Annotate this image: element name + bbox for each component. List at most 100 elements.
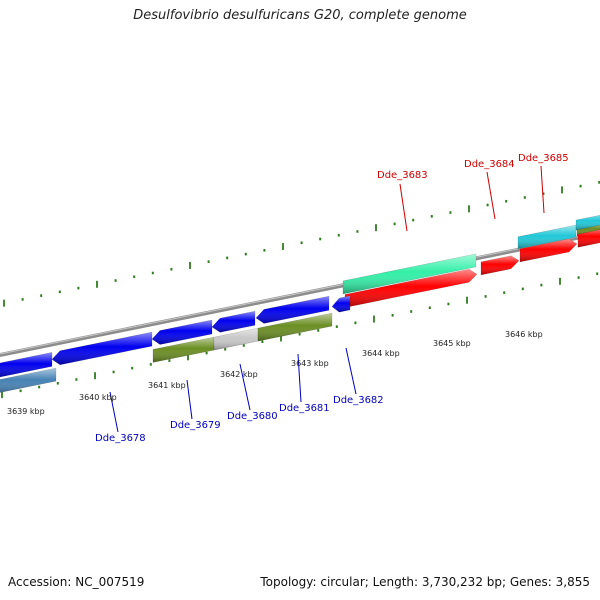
callout-line <box>345 347 357 395</box>
minor-tick <box>523 196 526 199</box>
gene-dde-3681-cds <box>255 295 330 324</box>
gene-label: Dde_3685 <box>518 153 569 164</box>
minor-tick <box>542 192 545 195</box>
minor-tick <box>412 218 415 222</box>
kbp-label: 3643 kbp <box>291 359 329 368</box>
minor-tick <box>354 321 357 325</box>
kbp-scale: 3639 kbp 3640 kbp 3641 kbp 3642 kbp 3643 kbp… <box>7 330 543 416</box>
gene-dde-3682 <box>331 295 351 313</box>
minor-tick <box>151 271 154 275</box>
minor-tick <box>226 256 229 260</box>
gene-dde-3678 <box>51 331 153 366</box>
callout-line <box>109 391 119 433</box>
gene-olive-edge <box>576 224 600 237</box>
minor-tick <box>261 340 264 344</box>
minor-tick <box>486 203 489 207</box>
minor-tick <box>503 291 506 294</box>
minor-tick <box>56 381 59 385</box>
minor-tick <box>75 378 78 381</box>
minor-tick <box>337 233 340 237</box>
minor-tick <box>579 184 582 188</box>
gene-dde-3680-cds <box>211 310 256 333</box>
gene-label: Dde_3679 <box>170 420 221 431</box>
minor-tick <box>430 215 433 218</box>
minor-tick <box>484 295 487 298</box>
minor-tick <box>391 314 394 317</box>
minor-tick <box>168 359 171 362</box>
backbone <box>0 231 600 358</box>
minor-tick <box>263 249 266 252</box>
kbp-label: 3646 kbp <box>505 330 543 339</box>
minor-tick <box>577 276 580 279</box>
callout-line <box>399 183 408 232</box>
minor-tick <box>133 275 136 279</box>
minor-tick <box>540 283 543 287</box>
minor-tick <box>114 279 117 282</box>
minor-tick <box>447 302 450 306</box>
gene-label: Dde_3680 <box>227 411 278 422</box>
kbp-label: 3640 kbp <box>79 393 117 402</box>
minor-tick <box>40 294 43 297</box>
minor-tick <box>224 347 227 351</box>
upper-tick-track <box>3 181 600 307</box>
minor-tick <box>505 199 508 203</box>
minor-tick <box>521 287 524 291</box>
gene-red-edge <box>577 229 600 248</box>
minor-tick <box>598 181 600 184</box>
kbp-label: 3645 kbp <box>433 339 471 348</box>
gene-dde-3685 <box>519 238 578 263</box>
minor-tick <box>112 370 115 374</box>
gene-mint <box>342 253 477 295</box>
gene-label: Dde_3678 <box>95 433 146 444</box>
minor-tick <box>298 332 301 336</box>
minor-tick <box>244 252 247 256</box>
gene-track <box>0 214 600 393</box>
minor-tick <box>205 351 208 355</box>
gene-label: Dde_3682 <box>333 395 384 406</box>
gene-label: Dde_3681 <box>279 403 330 414</box>
minor-tick <box>19 389 22 393</box>
minor-tick <box>58 290 61 294</box>
minor-tick <box>449 211 452 214</box>
minor-tick <box>393 222 396 226</box>
callout-line <box>486 171 496 220</box>
minor-tick <box>300 241 303 245</box>
kbp-label: 3641 kbp <box>148 381 186 390</box>
minor-tick <box>38 385 41 389</box>
minor-tick <box>149 363 152 366</box>
backbone-line <box>0 231 600 358</box>
backbone-highlight <box>0 231 600 355</box>
gene-cyan <box>517 224 577 250</box>
lower-tick-track <box>1 272 599 399</box>
gene-dde-3681 <box>257 312 333 342</box>
callout-line <box>239 363 251 411</box>
callout-line <box>540 165 545 214</box>
minor-tick <box>335 325 338 328</box>
minor-tick <box>317 329 320 332</box>
callout-line <box>297 353 302 403</box>
minor-tick <box>410 310 413 313</box>
gene-label: Dde_3683 <box>377 170 428 181</box>
kbp-label: 3642 kbp <box>220 370 258 379</box>
genome-stats-label: Topology: circular; Length: 3,730,232 bp… <box>260 575 590 589</box>
gene-dde-3684 <box>480 255 520 276</box>
accession-label: Accession: NC_007519 <box>8 575 145 589</box>
kbp-label: 3639 kbp <box>7 407 45 416</box>
minor-tick <box>21 298 24 301</box>
gene-cyan-edge <box>575 214 600 231</box>
minor-tick <box>77 286 80 290</box>
gene-label: Dde_3684 <box>464 159 515 170</box>
minor-tick <box>428 306 431 310</box>
minor-tick <box>596 272 599 276</box>
minor-tick <box>242 344 245 347</box>
map-title: Desulfovibrio desulfuricans G20, complet… <box>133 8 467 23</box>
callout-line <box>186 379 193 420</box>
gene-steel <box>0 367 57 393</box>
minor-tick <box>207 260 210 263</box>
minor-tick <box>356 230 359 233</box>
minor-tick <box>170 267 173 271</box>
minor-tick <box>319 237 322 241</box>
minor-tick <box>131 366 134 370</box>
